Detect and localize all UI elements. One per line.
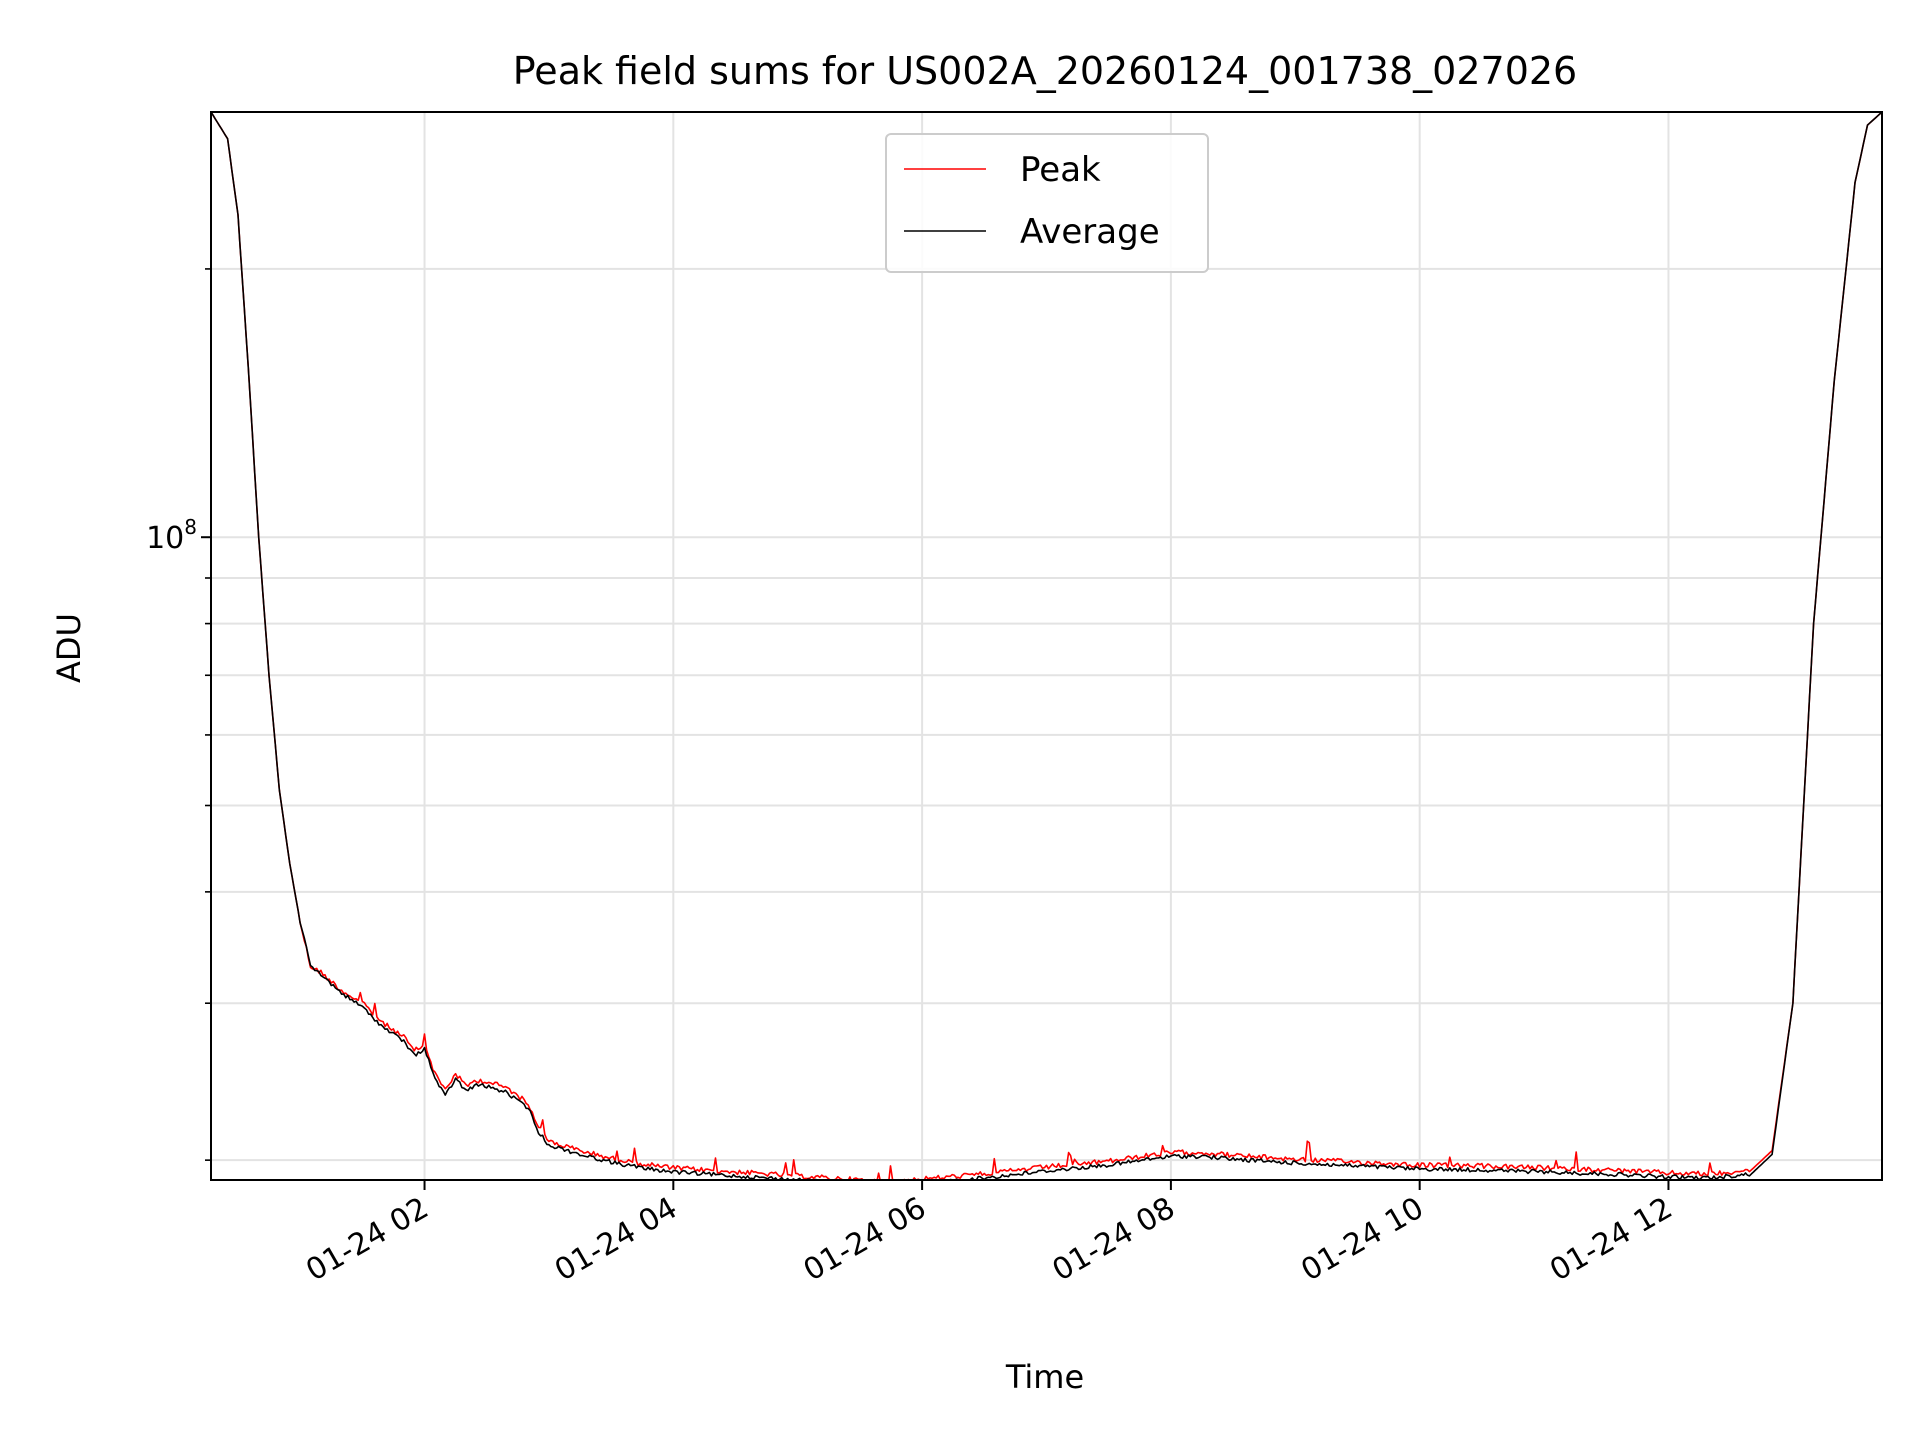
series-line-peak — [211, 112, 1882, 1180]
legend-label-average: Average — [1020, 212, 1160, 252]
series-layer — [211, 112, 1882, 1180]
plot-frame — [210, 111, 1883, 1181]
series-line-average — [211, 112, 1882, 1180]
legend-label-peak: Peak — [1020, 150, 1101, 190]
legend: Peak Average — [885, 133, 1209, 273]
chart-title: Peak field sums for US002A_20260124_0017… — [513, 49, 1577, 93]
y-axis-label: ADU — [50, 613, 88, 683]
x-axis-label: Time — [1005, 1358, 1084, 1396]
